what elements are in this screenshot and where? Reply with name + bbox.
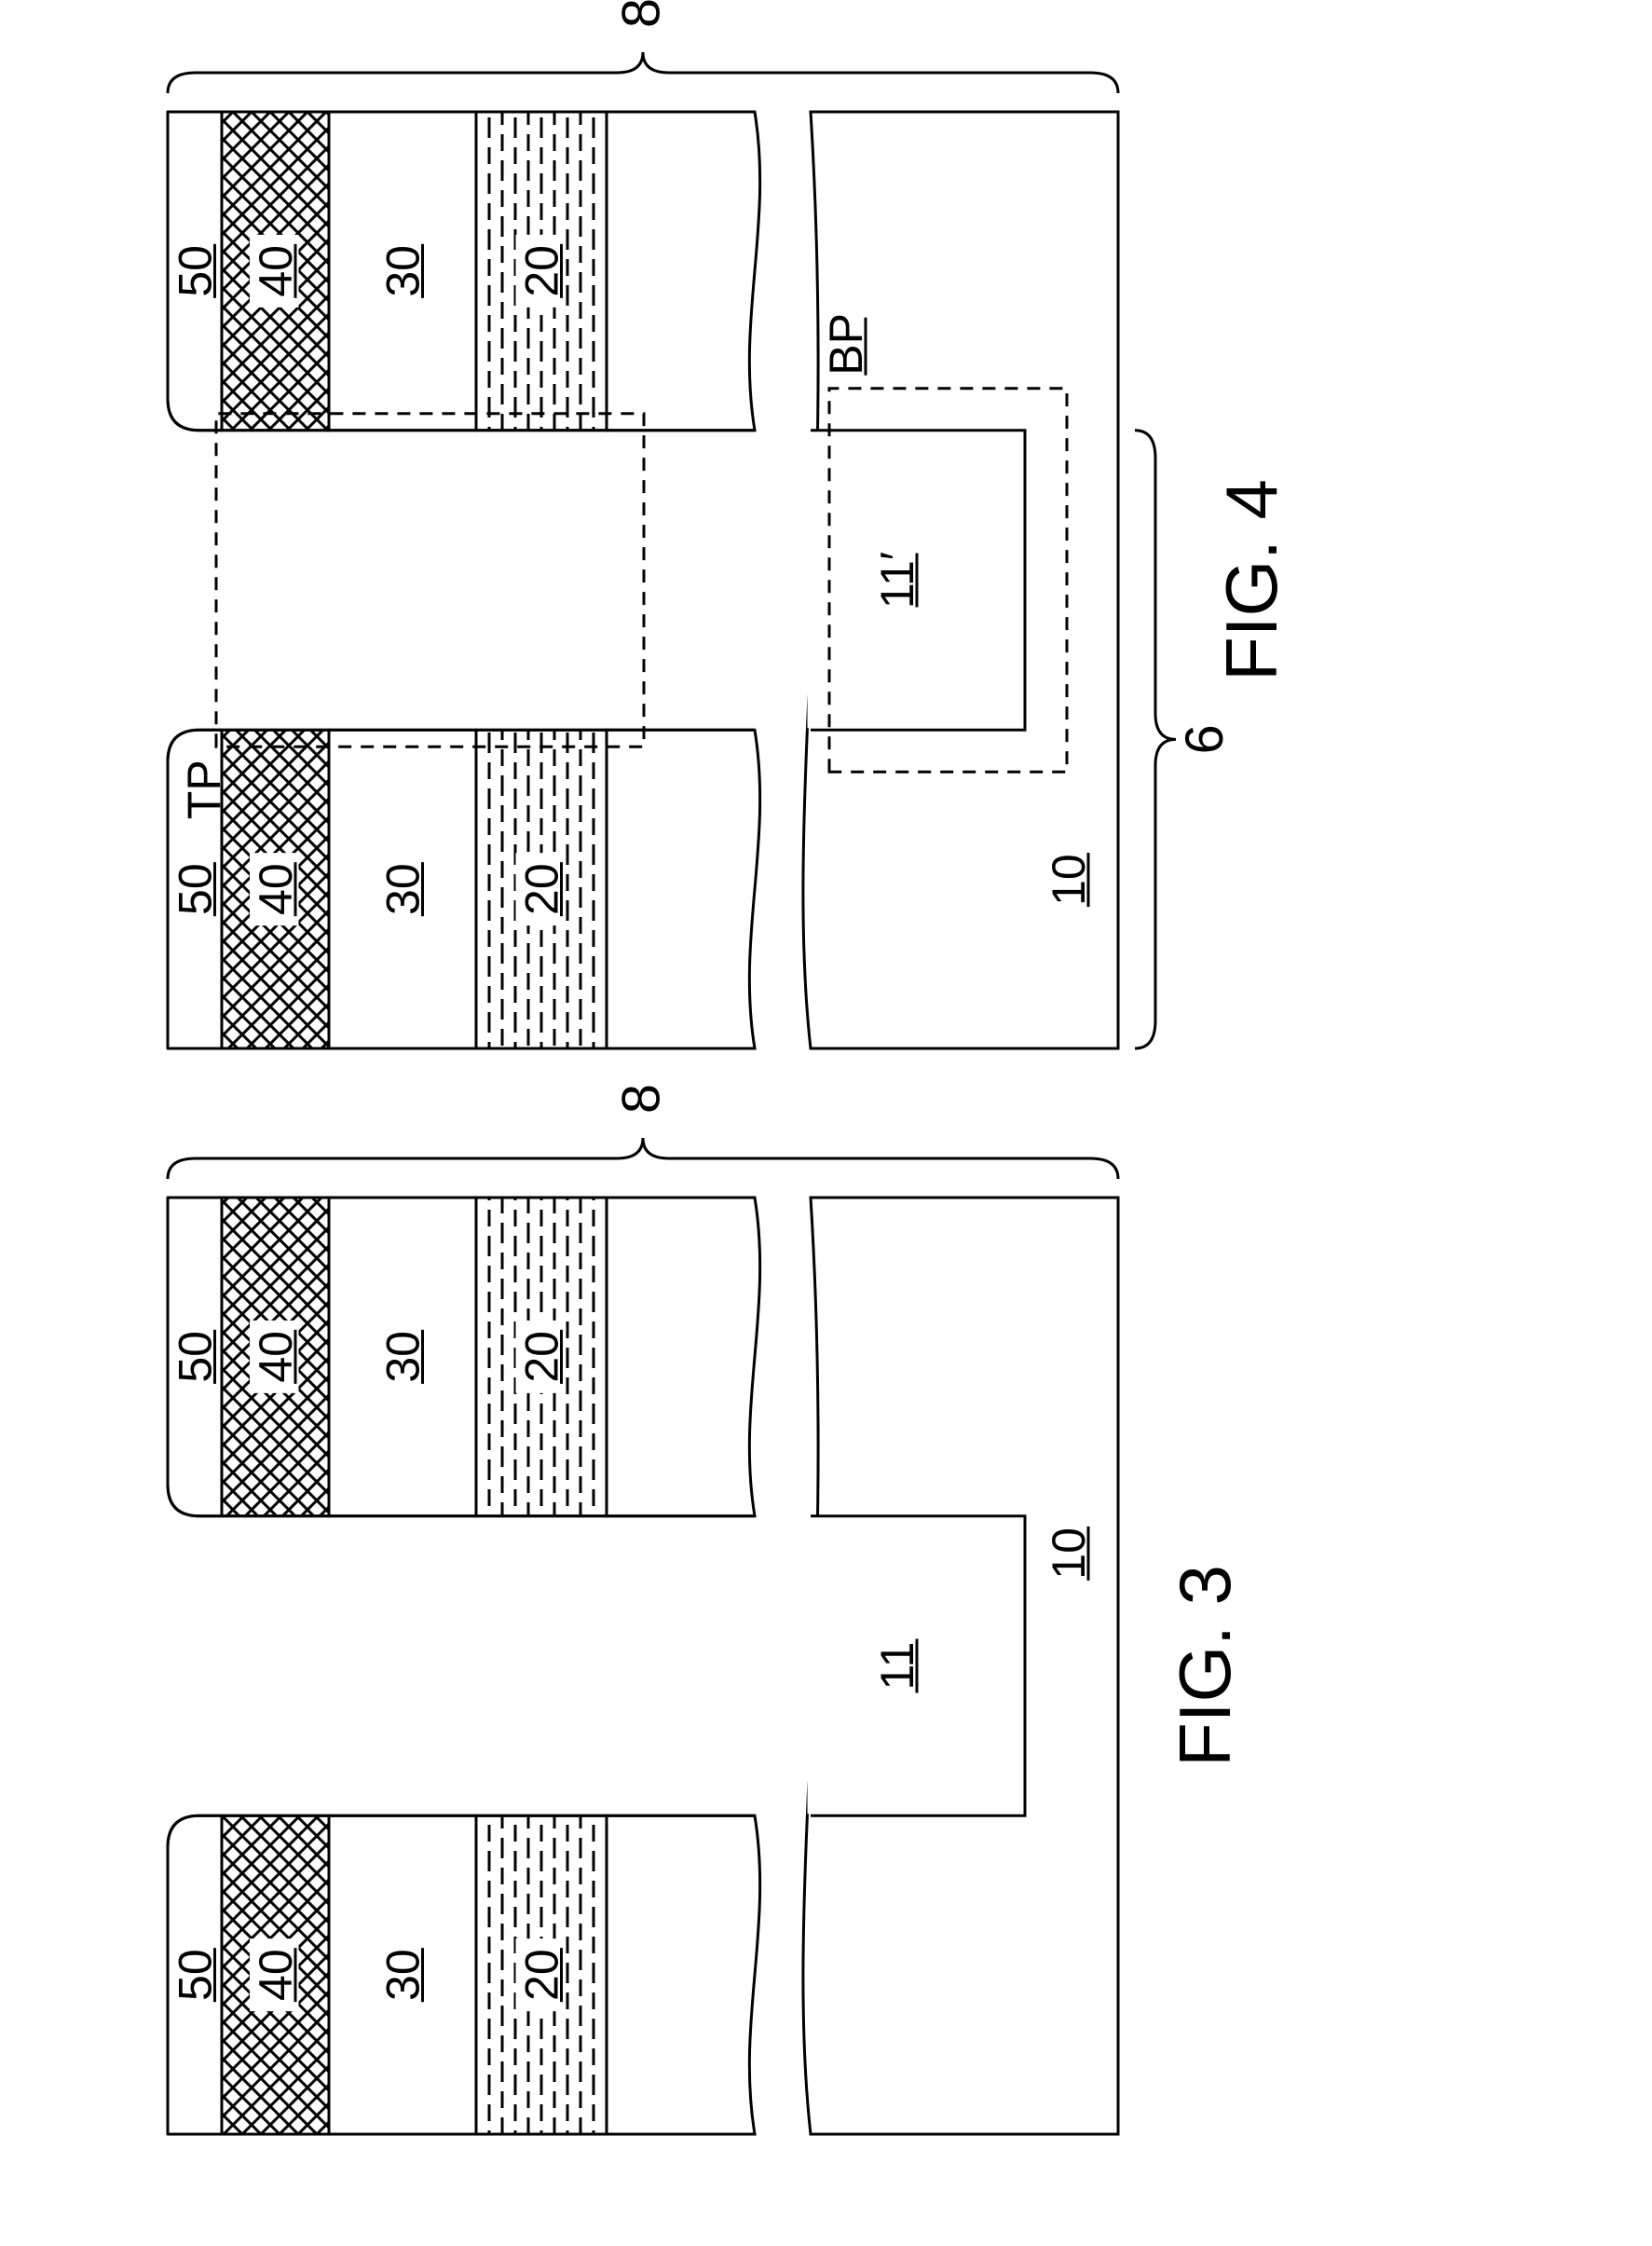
dim-8-label: 8 — [612, 0, 672, 28]
figure-caption: FIG. 4 — [1210, 479, 1292, 681]
dim-8-label: 8 — [612, 1084, 672, 1114]
dim-6-label: 6 — [1175, 724, 1235, 754]
fig3: 505040403030202010118FIG. 3 — [168, 1084, 1246, 2134]
brace-8 — [168, 52, 1118, 93]
figure-caption: FIG. 3 — [1164, 1565, 1246, 1767]
brace-8 — [168, 1138, 1118, 1179]
tp-label: TP — [178, 760, 230, 819]
brace-6 — [1135, 431, 1176, 1048]
fig4: 50504040303020201011′TPBP86FIG. 4 — [168, 0, 1292, 1048]
tp-region — [216, 414, 644, 747]
